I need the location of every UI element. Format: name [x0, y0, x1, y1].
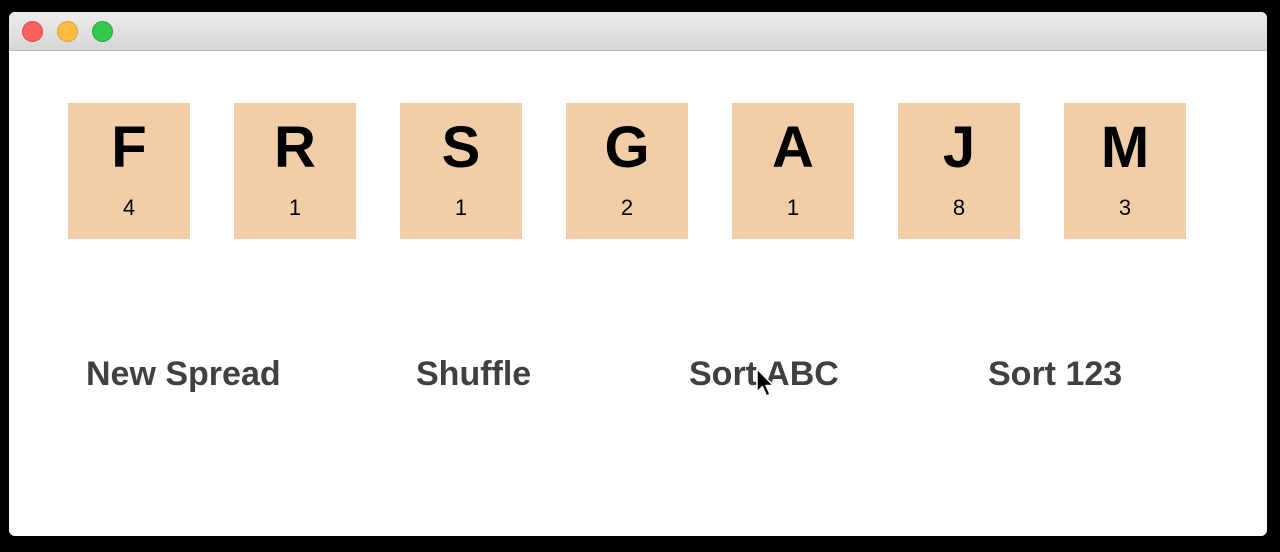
new-spread-button[interactable]: New Spread: [86, 355, 281, 393]
tile-score: 4: [122, 195, 136, 220]
tile-score: 2: [620, 195, 634, 220]
mouse-pointer-icon: [756, 368, 775, 397]
tile-score: 1: [288, 195, 302, 220]
letter-tile[interactable]: G 2: [566, 103, 688, 239]
letter-tile[interactable]: R 1: [234, 103, 356, 239]
letter-tile[interactable]: M 3: [1064, 103, 1186, 239]
letter-tile[interactable]: J 8: [898, 103, 1020, 239]
tile-letter: M: [1100, 115, 1150, 180]
controls-bar: New Spread Shuffle Sort ABC Sort 123: [9, 350, 1267, 398]
letter-tile[interactable]: S 1: [400, 103, 522, 239]
sort-123-button[interactable]: Sort 123: [988, 355, 1123, 393]
tile-letter: F: [111, 115, 147, 180]
letter-tile[interactable]: A 1: [732, 103, 854, 239]
tile-score: 8: [952, 195, 966, 220]
zoom-window-button[interactable]: [92, 21, 113, 42]
title-bar: [9, 12, 1267, 51]
tile-score: 1: [786, 195, 800, 220]
tile-score: 3: [1118, 195, 1132, 220]
close-window-button[interactable]: [22, 21, 43, 42]
app-window: F 4 R 1 S 1 G 2 A 1 J 8 M 3 New Spread S…: [9, 12, 1267, 536]
tile-rack: F 4 R 1 S 1 G 2 A 1 J 8 M 3: [9, 103, 1267, 239]
letter-tile[interactable]: F 4: [68, 103, 190, 239]
tile-letter: R: [274, 115, 316, 180]
tile-score: 1: [454, 195, 468, 220]
tile-letter: S: [441, 115, 481, 180]
tile-letter: A: [772, 115, 814, 180]
tile-letter: G: [604, 115, 650, 180]
shuffle-button[interactable]: Shuffle: [416, 355, 532, 393]
tile-letter: J: [942, 115, 976, 180]
minimize-window-button[interactable]: [57, 21, 78, 42]
